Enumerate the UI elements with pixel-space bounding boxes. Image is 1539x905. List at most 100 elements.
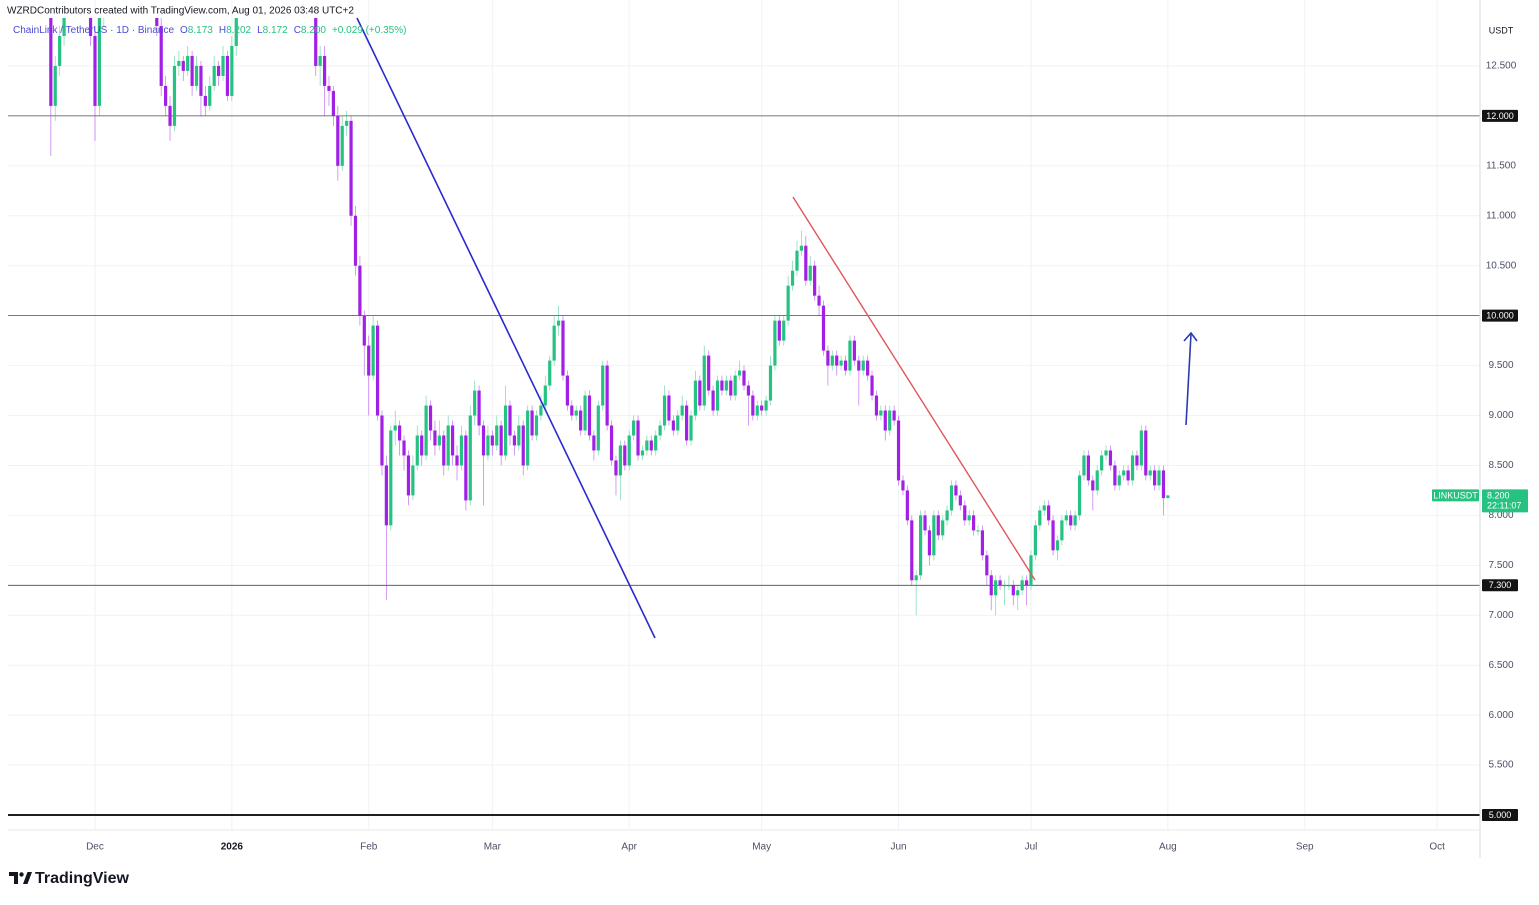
candle-body — [181, 60, 185, 71]
candle-body — [941, 520, 945, 536]
candle-body — [1042, 505, 1046, 511]
candle-body — [415, 435, 419, 466]
trend-line — [356, 17, 656, 639]
candle-body — [813, 265, 817, 296]
level-label: 12.000 — [1486, 111, 1514, 121]
legend-key: O — [180, 25, 188, 36]
candle-body — [958, 495, 962, 506]
candle-body — [367, 345, 371, 376]
candle-body — [773, 320, 777, 366]
candle-body — [468, 415, 472, 501]
x-tick-label: Mar — [484, 842, 502, 853]
y-tick-label: 7.000 — [1488, 610, 1513, 621]
candle-body — [866, 360, 870, 376]
candle-body — [318, 55, 322, 66]
candle-body — [835, 355, 839, 366]
candle-body — [623, 445, 627, 466]
candle-body — [1051, 520, 1055, 551]
level-label-box — [1482, 109, 1518, 122]
grid — [8, 0, 1480, 830]
candle-body — [627, 435, 631, 466]
y-tick-label: 7.500 — [1488, 560, 1513, 571]
candle-body — [614, 460, 618, 476]
candle-body — [433, 430, 437, 446]
candle-body — [234, 18, 238, 46]
candle-body — [53, 65, 57, 106]
candle-body — [689, 415, 693, 441]
legend: ChainLink / TetherUS · 1D · Binance O8.17… — [13, 25, 406, 36]
candle-body — [760, 405, 764, 411]
candle-body — [786, 285, 790, 321]
x-tick-label: Oct — [1429, 842, 1445, 853]
candle-body — [486, 435, 490, 456]
candle-body — [371, 325, 375, 376]
candle-body — [804, 245, 808, 281]
candle-body — [194, 65, 199, 86]
legend-value: 8.200 — [301, 25, 326, 36]
y-tick-label: 9.000 — [1488, 410, 1513, 421]
candle-body — [777, 320, 781, 341]
candle-body — [574, 410, 578, 416]
candle-body — [998, 580, 1002, 586]
candle-body — [1100, 455, 1104, 471]
candle-body — [1113, 465, 1117, 486]
candle-body — [768, 365, 773, 401]
candle-body — [632, 420, 636, 436]
y-tick-label: 12.500 — [1486, 61, 1517, 72]
x-tick-label: Jul — [1025, 842, 1038, 853]
candle-body — [543, 385, 547, 406]
legend-change: +0.029 (+0.35%) — [332, 25, 407, 36]
candle-body — [715, 380, 720, 411]
candle-body — [967, 515, 971, 521]
candle-body — [203, 95, 207, 106]
candle-body — [97, 18, 101, 106]
candle-body — [751, 395, 755, 416]
logo-mark — [9, 872, 18, 884]
candle-body — [353, 215, 358, 266]
candle-body — [503, 405, 508, 456]
candle-body — [782, 320, 786, 341]
brand-logo: TradingView — [9, 870, 130, 887]
arrow-head — [1183, 331, 1198, 342]
candle-body — [1033, 525, 1037, 556]
candle-body — [380, 415, 384, 466]
candle-body — [1144, 430, 1148, 476]
countdown: 22:11:07 — [1487, 500, 1521, 510]
candle-body — [711, 390, 715, 411]
candle-body — [561, 320, 565, 376]
candle-body — [168, 105, 172, 126]
candle-body — [994, 580, 998, 596]
x-tick-label: 2026 — [221, 842, 244, 853]
candle-body — [764, 400, 768, 411]
candle-body — [508, 405, 512, 436]
candle-body — [159, 25, 163, 86]
candle-body — [671, 420, 675, 431]
candle-body — [1029, 555, 1033, 586]
candle-body — [1157, 470, 1161, 486]
candle-body — [327, 85, 331, 91]
y-tick-label: 11.000 — [1486, 210, 1516, 221]
candle-body — [1126, 470, 1130, 481]
candle-body — [1069, 515, 1073, 526]
candle-body — [499, 425, 503, 456]
candle-body — [1016, 590, 1020, 596]
candle-body — [437, 435, 441, 446]
candle-body — [618, 445, 622, 476]
candle-body — [1064, 515, 1068, 521]
candle-body — [919, 515, 923, 576]
y-tick-label: 6.000 — [1488, 710, 1513, 721]
candle-body — [1073, 515, 1077, 526]
candle-body — [490, 435, 494, 446]
candle-body — [746, 385, 751, 396]
candle-body — [225, 55, 230, 96]
candle-body — [596, 405, 600, 451]
candle-body — [548, 360, 552, 386]
symbol-label: LINKUSDT — [1433, 490, 1478, 500]
candle-body — [424, 405, 428, 456]
candle-body — [570, 405, 574, 416]
candle-body — [331, 90, 335, 116]
candle-body — [1077, 475, 1082, 516]
candle-body — [954, 485, 958, 496]
candle-body — [645, 440, 649, 451]
candle-body — [1002, 585, 1007, 587]
